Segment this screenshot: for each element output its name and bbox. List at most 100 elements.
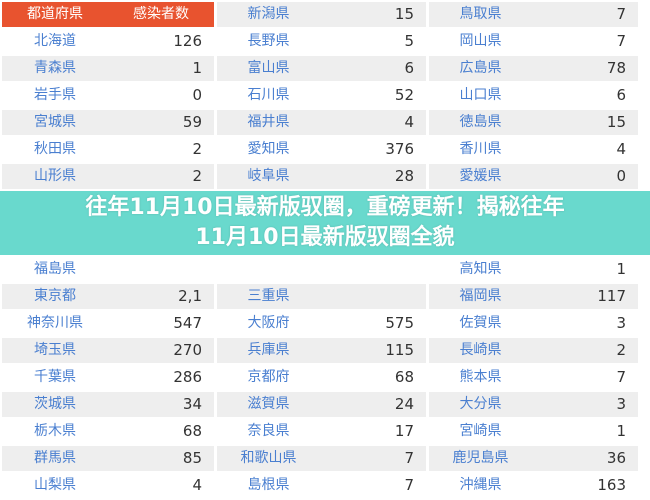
infected-count: 1 bbox=[108, 56, 214, 81]
infected-count: 2 bbox=[108, 164, 214, 189]
infected-count: 7 bbox=[404, 476, 414, 494]
prefecture-link[interactable]: 徳島県 bbox=[429, 110, 532, 135]
prefecture-link[interactable]: 宮城県 bbox=[2, 110, 108, 135]
prefecture-link[interactable]: 長崎県 bbox=[429, 338, 532, 363]
prefecture-link[interactable]: 東京都 bbox=[2, 284, 108, 309]
prefecture-link[interactable]: 山形県 bbox=[2, 164, 108, 189]
prefecture-link[interactable]: 山梨県 bbox=[34, 477, 76, 493]
prefecture-link[interactable]: 大阪府 bbox=[247, 315, 290, 331]
infected-count: 1 bbox=[616, 422, 626, 440]
infected-count: 3 bbox=[616, 314, 626, 332]
infected-count: 17 bbox=[394, 422, 414, 440]
prefecture-link[interactable]: 京都府 bbox=[247, 369, 290, 385]
infected-count: 2 bbox=[192, 140, 202, 158]
prefecture-link[interactable]: 石川県 bbox=[247, 87, 290, 103]
infected-count: 15 bbox=[532, 110, 638, 135]
infected-count: 52 bbox=[394, 86, 414, 104]
infected-count bbox=[108, 257, 214, 282]
prefecture-link[interactable]: 滋賀県 bbox=[217, 392, 320, 417]
prefecture-link[interactable]: 愛知県 bbox=[247, 141, 290, 157]
infected-count: 6 bbox=[320, 56, 426, 81]
prefecture-link[interactable]: 高知県 bbox=[459, 261, 502, 277]
prefecture-link[interactable]: 兵庫県 bbox=[217, 338, 320, 363]
infected-count: 2 bbox=[532, 338, 638, 363]
prefecture-link[interactable]: 島根県 bbox=[247, 477, 290, 493]
prefecture-link[interactable]: 富山県 bbox=[217, 56, 320, 81]
prefecture-link[interactable]: 福島県 bbox=[34, 261, 76, 277]
infected-count: 4 bbox=[192, 476, 202, 494]
infected-count: 24 bbox=[320, 392, 426, 417]
infected-count: 36 bbox=[532, 446, 638, 471]
prefecture-link[interactable]: 熊本県 bbox=[459, 369, 502, 385]
prefecture-link[interactable]: 広島県 bbox=[429, 56, 532, 81]
prefecture-link[interactable]: 岡山県 bbox=[459, 33, 502, 49]
infected-count: 115 bbox=[320, 338, 426, 363]
prefecture-link[interactable]: 群馬県 bbox=[2, 446, 108, 471]
prefecture-link[interactable]: 北海道 bbox=[34, 33, 76, 49]
prefecture-link[interactable]: 神奈川県 bbox=[27, 315, 83, 331]
infected-count: 7 bbox=[320, 446, 426, 471]
prefecture-link[interactable]: 山口県 bbox=[459, 87, 502, 103]
infected-count: 7 bbox=[616, 32, 626, 50]
prefecture-link[interactable]: 佐賀県 bbox=[459, 315, 502, 331]
prefecture-link[interactable]: 大分県 bbox=[429, 392, 532, 417]
prefecture-link[interactable]: 千葉県 bbox=[34, 369, 76, 385]
infected-count: 0 bbox=[192, 86, 202, 104]
prefecture-link[interactable]: 鳥取県 bbox=[429, 2, 532, 27]
infected-count: 68 bbox=[182, 422, 202, 440]
prefecture-link[interactable]: 埼玉県 bbox=[2, 338, 108, 363]
infected-count: 126 bbox=[173, 32, 202, 50]
infected-count: 34 bbox=[108, 392, 214, 417]
infected-count: 117 bbox=[532, 284, 638, 309]
infected-count: 2,1 bbox=[108, 284, 214, 309]
infected-count: 0 bbox=[532, 164, 638, 189]
infected-count bbox=[320, 284, 426, 309]
infected-count: 575 bbox=[385, 314, 414, 332]
prefecture-link[interactable]: 三重県 bbox=[217, 284, 320, 309]
prefecture-link[interactable]: 香川県 bbox=[459, 141, 502, 157]
prefecture-link[interactable]: 茨城県 bbox=[2, 392, 108, 417]
infected-count: 270 bbox=[108, 338, 214, 363]
banner-title-line-2: 11月10日最新版驭圈全貌 bbox=[195, 225, 455, 250]
prefecture-link[interactable]: 福井県 bbox=[217, 110, 320, 135]
header-infected-count: 感染者数 bbox=[108, 2, 214, 27]
banner-title-line-1: 往年11月10日最新版驭圈，重磅更新！揭秘往年 bbox=[85, 195, 565, 220]
prefecture-link[interactable]: 新潟県 bbox=[217, 2, 320, 27]
infected-count: 59 bbox=[108, 110, 214, 135]
infected-count: 78 bbox=[532, 56, 638, 81]
prefecture-link[interactable]: 秋田県 bbox=[34, 141, 76, 157]
infected-count: 28 bbox=[320, 164, 426, 189]
prefecture-link[interactable]: 愛媛県 bbox=[429, 164, 532, 189]
infected-count: 85 bbox=[108, 446, 214, 471]
prefecture-link[interactable]: 鹿児島県 bbox=[429, 446, 532, 471]
prefecture-link[interactable]: 青森県 bbox=[2, 56, 108, 81]
infected-count: 376 bbox=[385, 140, 414, 158]
prefecture-link[interactable]: 栃木県 bbox=[34, 423, 76, 439]
prefecture-link[interactable]: 沖縄県 bbox=[459, 477, 502, 493]
header-prefecture: 都道府県 bbox=[2, 2, 108, 27]
prefecture-link[interactable]: 和歌山県 bbox=[217, 446, 320, 471]
infected-count: 7 bbox=[532, 2, 638, 27]
infected-count: 286 bbox=[173, 368, 202, 386]
infected-count: 163 bbox=[597, 476, 626, 494]
prefecture-link[interactable]: 岐阜県 bbox=[217, 164, 320, 189]
prefecture-link[interactable]: 福岡県 bbox=[429, 284, 532, 309]
infected-count: 547 bbox=[173, 314, 202, 332]
infected-count: 6 bbox=[616, 86, 626, 104]
prefecture-link[interactable]: 宮崎県 bbox=[459, 423, 502, 439]
infected-count: 7 bbox=[616, 368, 626, 386]
prefecture-link[interactable]: 奈良県 bbox=[247, 423, 290, 439]
prefecture-link[interactable] bbox=[217, 257, 320, 282]
infected-count: 5 bbox=[404, 32, 414, 50]
infected-count: 68 bbox=[394, 368, 414, 386]
title-banner: 往年11月10日最新版驭圈，重磅更新！揭秘往年 11月10日最新版驭圈全貌 bbox=[0, 191, 650, 255]
infected-count: 1 bbox=[616, 260, 626, 278]
infected-count: 4 bbox=[616, 140, 626, 158]
prefecture-link[interactable]: 岩手県 bbox=[34, 87, 76, 103]
infected-count: 4 bbox=[320, 110, 426, 135]
infected-count: 3 bbox=[532, 392, 638, 417]
infected-count: 15 bbox=[320, 2, 426, 27]
prefecture-link[interactable]: 長野県 bbox=[247, 33, 290, 49]
infected-count bbox=[320, 257, 426, 282]
